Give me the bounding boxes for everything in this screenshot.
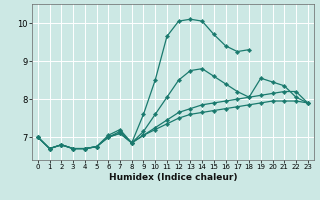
X-axis label: Humidex (Indice chaleur): Humidex (Indice chaleur): [108, 173, 237, 182]
